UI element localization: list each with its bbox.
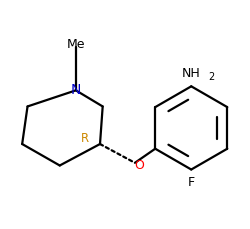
Text: Me: Me [66, 38, 85, 51]
Text: N: N [70, 83, 81, 97]
Text: R: R [81, 132, 89, 145]
Text: F: F [187, 176, 194, 189]
Text: 2: 2 [208, 72, 214, 82]
Text: O: O [134, 159, 143, 172]
Text: NH: NH [181, 67, 200, 80]
